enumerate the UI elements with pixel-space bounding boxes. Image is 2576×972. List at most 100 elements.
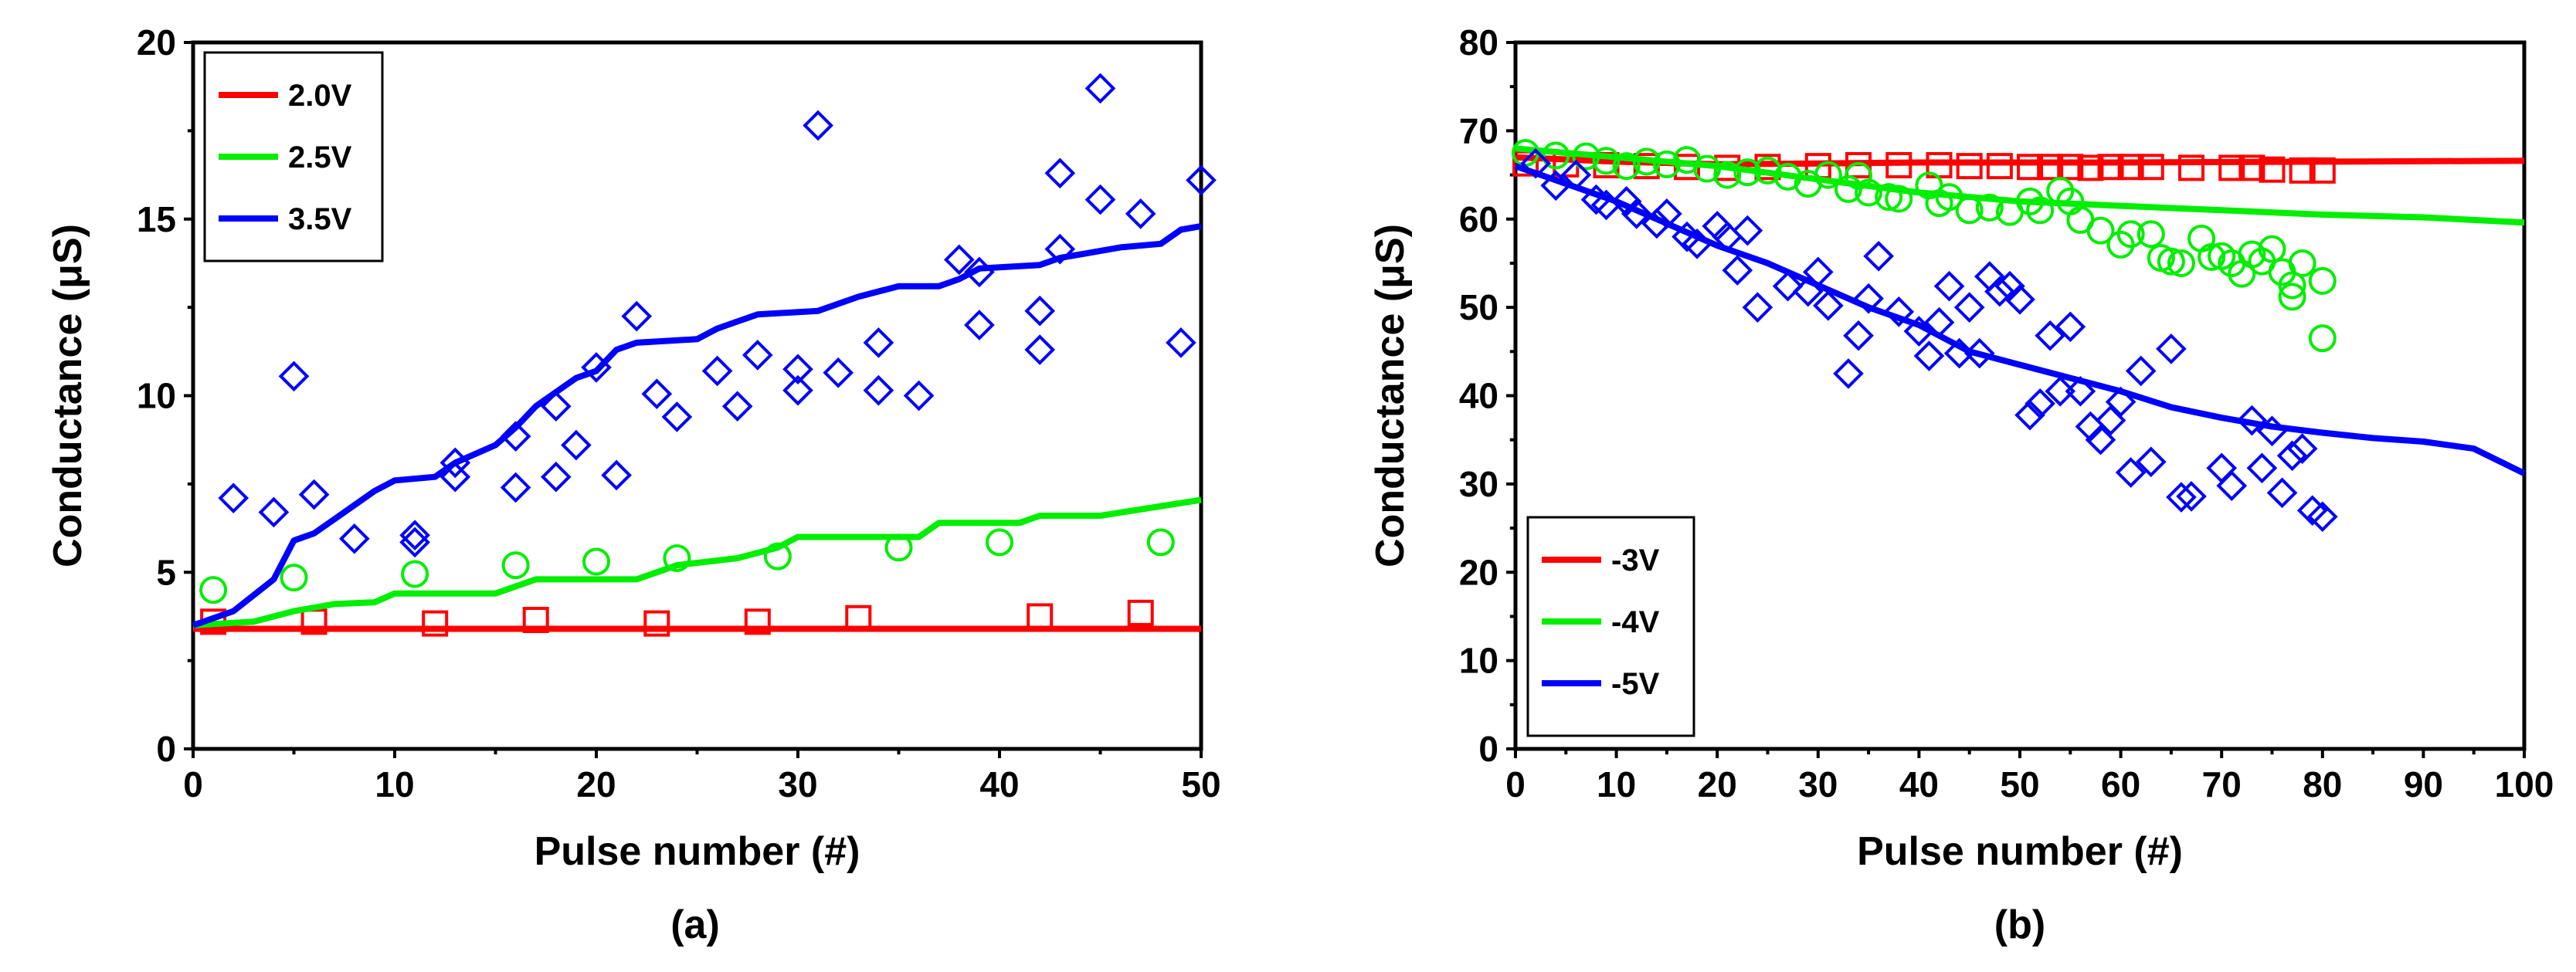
diamond-point	[1953, 292, 1985, 323]
diamond-point	[1963, 337, 1995, 369]
square-point	[2037, 154, 2064, 181]
diamond-point	[964, 256, 995, 288]
diamond-point	[540, 391, 572, 422]
legend-label: 3.5V	[288, 202, 352, 236]
x-tick-label: 10	[375, 764, 414, 804]
circle-point	[2157, 247, 2185, 276]
square-point	[2117, 154, 2144, 181]
diamond-point	[1024, 295, 1056, 327]
square-point	[2289, 157, 2316, 184]
y-tick-label: 40	[1459, 376, 1498, 416]
circle-point	[1713, 161, 1742, 189]
square-point	[1127, 599, 1154, 626]
diamond-point	[1540, 170, 1572, 202]
x-tick-label: 0	[183, 764, 203, 804]
diamond-point	[1084, 73, 1116, 104]
diamond-point	[1883, 296, 1915, 327]
diamond-point	[601, 459, 632, 491]
legend: -3V -4V -5V	[1526, 516, 1695, 737]
x-tick-label: 0	[1505, 764, 1526, 804]
circle-point	[1146, 528, 1175, 557]
diamond-point	[721, 391, 753, 422]
diamond-point	[782, 354, 813, 385]
circle-point	[1572, 142, 1600, 171]
square-point	[522, 607, 549, 634]
diamond-point	[1125, 198, 1156, 229]
x-tick-label: 90	[2404, 764, 2443, 804]
square-point	[1885, 151, 1912, 178]
diamond-point	[1024, 334, 1056, 365]
y-tick-label: 30	[1459, 464, 1498, 504]
diamond-point	[2095, 405, 2126, 436]
x-tick-label: 100	[2495, 764, 2554, 804]
diamond-point	[1084, 184, 1116, 215]
circle-point	[1652, 150, 1681, 178]
series-line	[192, 496, 1202, 628]
circle-point	[2258, 235, 2286, 263]
square-point	[2178, 154, 2205, 181]
diamond-point	[500, 472, 531, 503]
diamond-point	[2176, 481, 2207, 512]
legend: 2.0V 2.5V 3.5V	[203, 51, 384, 262]
circle-point	[763, 542, 792, 571]
diamond-point	[1732, 215, 1763, 246]
square-point	[2259, 156, 2286, 183]
square-point	[2097, 154, 2124, 181]
square-point	[422, 610, 449, 637]
circle-point	[2016, 187, 2045, 215]
circle-point	[2086, 216, 2115, 245]
x-axis-title: Pulse number (#)	[1857, 829, 2183, 874]
y-axis-title: Conductance (μS)	[46, 224, 90, 567]
y-tick-label: 20	[1459, 552, 1498, 592]
y-tick-label: 10	[137, 376, 176, 416]
square-point	[2057, 154, 2084, 181]
circle-point	[986, 528, 1013, 557]
x-tick-label: 50	[1181, 764, 1220, 804]
diamond-point	[2266, 477, 2298, 509]
x-tick-label: 60	[2101, 764, 2140, 804]
square-point	[744, 608, 771, 635]
diamond-point	[1560, 159, 1592, 191]
y-tick-label: 5	[156, 552, 176, 592]
square-point	[2218, 154, 2245, 181]
square-point	[2137, 154, 2164, 181]
diamond-point	[1621, 198, 1652, 229]
panel-caption: (a)	[670, 903, 720, 947]
legend-label: 2.5V	[288, 141, 352, 174]
circle-point	[1773, 162, 1802, 191]
series--5V	[1514, 147, 2526, 533]
square-point	[845, 605, 872, 632]
x-axis-title: Pulse number (#)	[535, 829, 860, 874]
diamond-point	[2135, 446, 2167, 478]
diamond-point	[1722, 255, 1753, 286]
legend-label: -5V	[1611, 667, 1660, 701]
circle-point	[2167, 249, 2195, 277]
diamond-point	[1044, 157, 1076, 189]
circle-point	[1875, 183, 1903, 212]
diamond-point	[2306, 501, 2338, 533]
square-point	[643, 610, 670, 637]
circle-point	[1955, 196, 1984, 225]
circle-point	[501, 551, 530, 580]
y-tick-label: 60	[1459, 199, 1498, 239]
diamond-point	[218, 483, 249, 514]
circle-point	[2026, 196, 2055, 225]
diamond-point	[1943, 337, 1975, 369]
diamond-point	[863, 374, 894, 406]
series-line	[1514, 163, 2526, 476]
square-point	[1845, 151, 1872, 178]
diamond-point	[803, 110, 833, 141]
square-point	[2077, 154, 2104, 181]
diamond-point	[2024, 388, 2055, 419]
panel-caption: (b)	[1994, 903, 2045, 947]
diamond-point	[1802, 256, 1834, 288]
y-tick-label: 0	[1478, 729, 1498, 769]
diamond-point	[1772, 270, 1804, 302]
circle-point	[1693, 154, 1722, 183]
diamond-point	[1166, 327, 1196, 358]
diamond-point	[1994, 270, 2025, 302]
x-tick-label: 70	[2202, 764, 2242, 804]
diamond-point	[641, 378, 673, 410]
diamond-point	[1742, 292, 1773, 323]
y-tick-label: 10	[1459, 641, 1498, 681]
